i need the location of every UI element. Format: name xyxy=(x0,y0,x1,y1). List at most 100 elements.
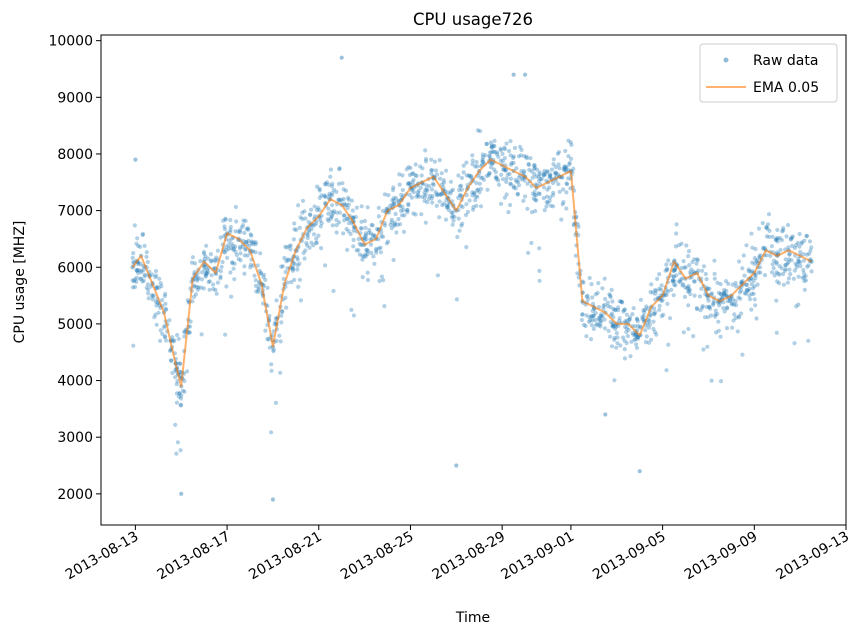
ema-line-layer xyxy=(131,158,813,388)
raw-data-point xyxy=(401,208,406,213)
legend-label-raw-data: Raw data xyxy=(753,53,818,69)
raw-data-point xyxy=(772,273,777,278)
raw-data-point xyxy=(478,175,483,180)
raw-data-point xyxy=(668,316,673,321)
raw-data-point xyxy=(562,167,567,173)
raw-data-point xyxy=(801,252,806,257)
raw-data-point xyxy=(228,270,233,275)
raw-data-point xyxy=(474,160,479,165)
raw-data-point xyxy=(716,328,722,333)
legend: Raw data EMA 0.05 xyxy=(699,43,838,103)
raw-data-point xyxy=(201,249,207,255)
raw-data-point xyxy=(399,192,404,197)
raw-data-point xyxy=(162,294,167,299)
raw-data-point xyxy=(588,337,594,342)
raw-data-point xyxy=(203,274,208,279)
raw-data-point xyxy=(445,190,450,195)
raw-data-point xyxy=(562,164,567,169)
raw-data-point xyxy=(206,256,211,261)
raw-data-point xyxy=(525,206,530,211)
raw-data-point xyxy=(238,258,243,263)
raw-data-point xyxy=(681,282,686,287)
raw-data-point xyxy=(555,151,561,156)
y-tick-label: 9000 xyxy=(57,90,93,106)
raw-data-point xyxy=(368,242,374,247)
raw-data-point xyxy=(480,155,486,160)
raw-data-point xyxy=(680,283,685,288)
raw-data-point xyxy=(425,188,430,193)
raw-data-point xyxy=(240,244,245,249)
raw-data-point xyxy=(765,222,771,227)
raw-data-point xyxy=(246,227,251,232)
raw-data-point xyxy=(587,319,592,324)
raw-data-point xyxy=(182,378,187,384)
raw-data-point xyxy=(531,163,537,168)
raw-data-point xyxy=(242,253,247,258)
raw-data-point xyxy=(530,191,536,196)
raw-data-point xyxy=(357,252,362,257)
raw-data-point xyxy=(365,205,370,210)
raw-data-point xyxy=(365,252,370,257)
raw-data-point xyxy=(796,256,801,261)
raw-data-point xyxy=(804,252,810,257)
raw-data-point xyxy=(285,257,290,262)
raw-data-point xyxy=(139,276,144,281)
raw-data-point xyxy=(605,304,611,309)
raw-data-point xyxy=(597,315,602,320)
raw-data-point xyxy=(366,230,371,235)
raw-data-point xyxy=(562,165,567,170)
raw-data-point xyxy=(243,247,248,252)
raw-data-point xyxy=(288,243,293,248)
raw-data-point xyxy=(451,218,456,223)
raw-data-point xyxy=(230,260,235,265)
raw-data-point xyxy=(229,236,234,241)
raw-data-point xyxy=(777,272,782,277)
raw-data-point xyxy=(239,225,244,230)
raw-data-point xyxy=(323,181,328,186)
raw-data-point xyxy=(612,337,617,342)
raw-data-point xyxy=(463,212,469,218)
raw-data-point xyxy=(683,265,688,270)
raw-data-point xyxy=(701,347,706,352)
raw-data-point xyxy=(430,200,435,205)
raw-data-point xyxy=(790,243,795,248)
raw-data-point xyxy=(802,278,807,284)
raw-data-point xyxy=(211,282,216,287)
raw-data-point xyxy=(542,168,547,174)
raw-data-point xyxy=(500,177,506,182)
raw-data-point xyxy=(253,250,258,255)
raw-data-point xyxy=(314,236,319,241)
raw-data-point xyxy=(669,287,674,292)
raw-data-point xyxy=(438,176,443,181)
raw-data-point xyxy=(800,275,805,280)
raw-data-point xyxy=(723,279,729,284)
raw-data-point xyxy=(650,290,656,295)
raw-data-point xyxy=(709,378,714,383)
raw-data-point xyxy=(779,266,784,271)
raw-data-point xyxy=(496,178,501,183)
raw-data-point xyxy=(503,168,508,173)
raw-data-point xyxy=(808,248,813,253)
raw-data-point xyxy=(461,163,466,168)
raw-data-point xyxy=(781,226,786,231)
raw-data-point xyxy=(498,158,503,163)
raw-data-point xyxy=(182,329,187,334)
raw-data-point xyxy=(263,328,268,333)
raw-data-point xyxy=(625,334,631,339)
raw-data-point xyxy=(291,267,296,272)
raw-data-point xyxy=(346,202,351,207)
raw-data-point xyxy=(439,171,444,176)
raw-data-point xyxy=(756,270,761,275)
raw-data-point xyxy=(614,345,619,350)
raw-data-point xyxy=(376,246,382,251)
raw-data-point xyxy=(324,194,329,199)
raw-data-point xyxy=(627,318,632,323)
raw-data-point xyxy=(174,451,179,456)
raw-data-point xyxy=(548,195,553,200)
raw-data-point xyxy=(736,295,741,300)
raw-data-point xyxy=(209,259,214,264)
raw-data-point xyxy=(794,243,799,248)
raw-data-point xyxy=(788,236,793,241)
raw-data-point xyxy=(707,305,712,310)
raw-data-point xyxy=(218,276,223,281)
